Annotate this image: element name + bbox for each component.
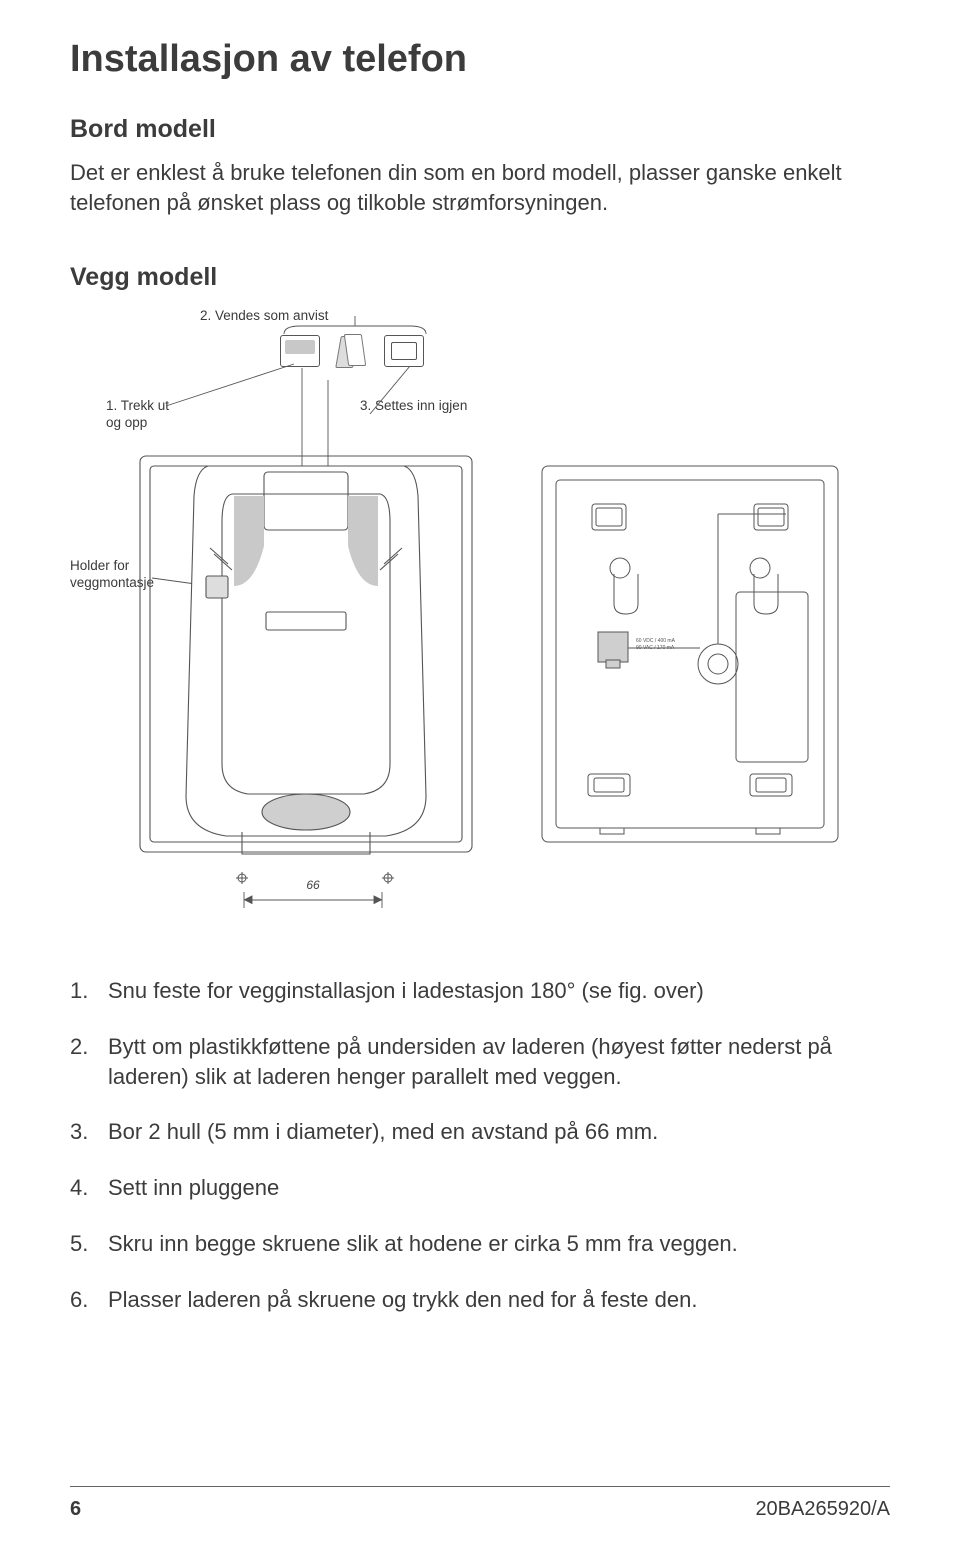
diagram-label-step3: 3. Settes inn igjen (360, 398, 467, 415)
step-5: Skru inn begge skruene slik at hodene er… (70, 1229, 890, 1259)
installation-diagram: 2. Vendes som anvist 1. Trekk ut og opp … (70, 306, 890, 946)
doc-id: 20BA265920/A (755, 1498, 890, 1521)
dimension-66: 66 (240, 882, 386, 912)
step-2: Bytt om plastikkføttene på undersiden av… (70, 1032, 890, 1091)
step-6: Plasser laderen på skruene og trykk den … (70, 1285, 890, 1315)
power-spec-2: 90 VAC / 170 mA (636, 645, 675, 651)
tab-icons-row (280, 334, 424, 368)
tab-icon-out (280, 335, 320, 367)
diagram-label-step2: 2. Vendes som anvist (200, 308, 328, 325)
page-number: 6 (70, 1498, 81, 1521)
step-1: Snu feste for vegginstallasjon i ladesta… (70, 976, 890, 1006)
step-3: Bor 2 hull (5 mm i diameter), med en avs… (70, 1117, 890, 1147)
section-bord-heading: Bord modell (70, 115, 890, 144)
step1-line2: og opp (106, 415, 147, 430)
tab-icon-in (384, 335, 424, 367)
step-4: Sett inn pluggene (70, 1173, 890, 1203)
step1-line1: 1. Trekk ut (106, 398, 169, 413)
bord-body: Det er enklest å bruke telefonen din som… (70, 158, 890, 217)
installation-steps: Snu feste for vegginstallasjon i ladesta… (70, 976, 890, 1314)
footer-rule (70, 1486, 890, 1487)
flip-icon (338, 334, 366, 368)
page-title: Installasjon av telefon (70, 38, 890, 81)
section-vegg-heading: Vegg modell (70, 263, 890, 292)
charger-front-drawing (136, 436, 476, 866)
charger-back-drawing: 60 VDC / 400 mA 90 VAC / 170 mA (540, 464, 840, 844)
power-spec-1: 60 VDC / 400 mA (636, 638, 676, 644)
diagram-label-step1: 1. Trekk ut og opp (106, 398, 169, 432)
page-footer: 6 20BA265920/A (70, 1498, 890, 1521)
holder-line1: Holder for (70, 558, 129, 573)
